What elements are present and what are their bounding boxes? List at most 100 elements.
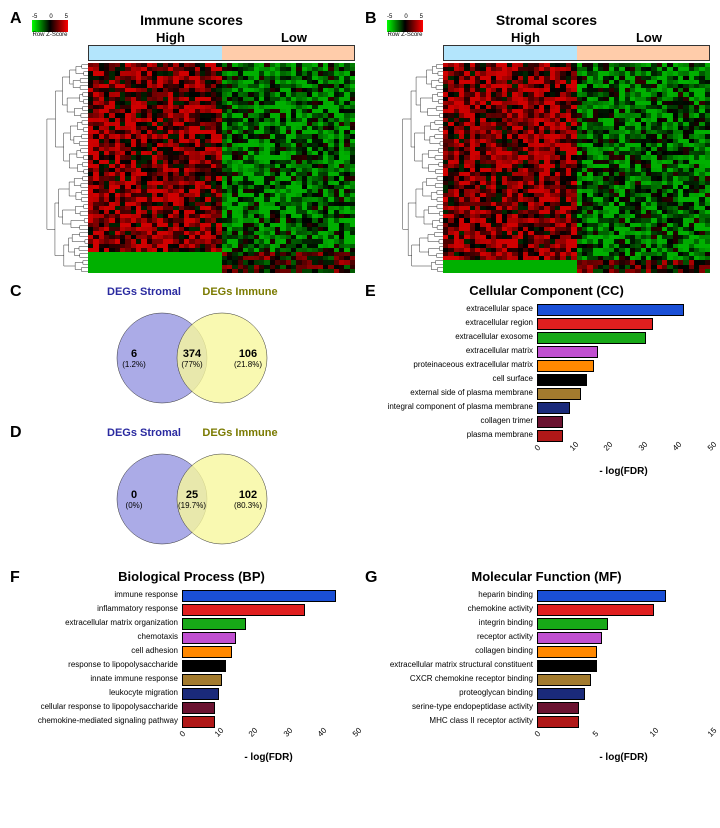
- panel-d-label: D: [10, 424, 22, 442]
- bar-fill: [182, 688, 219, 700]
- dendrogram-a: [28, 63, 88, 273]
- panel-e-label: E: [365, 283, 376, 301]
- zscore-bar: [387, 20, 423, 32]
- bar-fill: [537, 632, 602, 644]
- bar-label: chemokine activity: [383, 604, 537, 613]
- bar-label: extracellular matrix: [383, 346, 537, 355]
- group-high: [89, 46, 222, 60]
- svg-text:(77%): (77%): [181, 360, 203, 369]
- axis-g: 051015: [383, 728, 710, 752]
- bar-fill: [537, 430, 563, 442]
- high-label: High: [511, 30, 540, 45]
- svg-text:(21.8%): (21.8%): [233, 360, 261, 369]
- bar-label: serine-type endopeptidase activity: [383, 702, 537, 711]
- svg-text:6: 6: [130, 348, 136, 360]
- svg-text:25: 25: [185, 489, 197, 501]
- svg-text:DEGs Stromal: DEGs Stromal: [107, 286, 181, 298]
- svg-text:(1.2%): (1.2%): [122, 360, 146, 369]
- svg-text:DEGs Immune: DEGs Immune: [202, 427, 277, 439]
- bar-label: collagen binding: [383, 646, 537, 655]
- bar-fill: [537, 346, 598, 358]
- zscore-bar: [32, 20, 68, 32]
- bar-fill: [537, 402, 570, 414]
- bar-fill: [537, 416, 563, 428]
- bar-label: receptor activity: [383, 632, 537, 641]
- heatmap-a-title: Immune scores: [28, 12, 355, 28]
- svg-text:106: 106: [238, 348, 256, 360]
- axis-e: 01020304050: [383, 442, 710, 466]
- bar-fill: [182, 646, 232, 658]
- low-label: Low: [636, 30, 662, 45]
- panel-b-label: B: [365, 10, 377, 28]
- panel-a-label: A: [10, 10, 22, 28]
- bar-label: collagen trimer: [383, 416, 537, 425]
- bar-label: CXCR chemokine receptor binding: [383, 674, 537, 683]
- heatmap-b-grid: [443, 63, 710, 273]
- bar-label: innate immune response: [28, 674, 182, 683]
- group-low: [577, 46, 710, 60]
- bar-label: chemokine-mediated signaling pathway: [28, 716, 182, 725]
- bar-fill: [537, 590, 666, 602]
- panel-e-title: Cellular Component (CC): [383, 283, 710, 298]
- bar-fill: [182, 674, 222, 686]
- bar-label: extracellular matrix structural constitu…: [383, 660, 537, 669]
- bar-fill: [537, 702, 579, 714]
- panel-f-title: Biological Process (BP): [28, 569, 355, 584]
- bars-e: extracellular spaceextracellular regione…: [383, 302, 710, 441]
- bar-fill: [537, 374, 587, 386]
- bar-fill: [182, 632, 236, 644]
- low-label: Low: [281, 30, 307, 45]
- venn-d: DEGs StromalDEGs Immune0(0%)25(19.7%)102…: [62, 424, 322, 554]
- panel-c-label: C: [10, 283, 22, 301]
- group-low: [222, 46, 355, 60]
- axis-f: 01020304050: [28, 728, 355, 752]
- figure-grid: A -5 0 5 Row Z-Score Immune scores High …: [10, 10, 710, 763]
- bar-label: cell surface: [383, 374, 537, 383]
- xlabel-g: - log(FDR): [383, 752, 710, 763]
- bar-label: integral component of plasma membrane: [383, 402, 537, 411]
- zscore-legend-b: -5 0 5 Row Z-Score: [385, 14, 425, 42]
- group-bar-a: [88, 45, 355, 61]
- bar-label: chemotaxis: [28, 632, 182, 641]
- panel-g-label: G: [365, 569, 377, 587]
- bar-fill: [537, 716, 579, 728]
- panel-g-title: Molecular Function (MF): [383, 569, 710, 584]
- bar-fill: [182, 660, 226, 672]
- bar-fill: [537, 304, 684, 316]
- bar-fill: [537, 332, 646, 344]
- bar-label: proteoglycan binding: [383, 688, 537, 697]
- bar-fill: [537, 318, 653, 330]
- bar-label: immune response: [28, 590, 182, 599]
- zscore-label: Row Z-Score: [32, 32, 67, 38]
- group-bar-b: [443, 45, 710, 61]
- svg-text:DEGs Stromal: DEGs Stromal: [107, 427, 181, 439]
- zscore-legend-a: -5 0 5 Row Z-Score: [30, 14, 70, 42]
- svg-text:DEGs Immune: DEGs Immune: [202, 286, 277, 298]
- svg-text:374: 374: [182, 348, 201, 360]
- high-label: High: [156, 30, 185, 45]
- panel-b: B -5 0 5 Row Z-Score Stromal scores High…: [365, 10, 710, 273]
- bar-label: response to lipopolysaccharide: [28, 660, 182, 669]
- bar-label: cellular response to lipopolysaccharide: [28, 702, 182, 711]
- bar-fill: [537, 646, 597, 658]
- panel-cd-stack: C DEGs Stromal DEGs Immune 6(1.2%) 374(77%)…: [10, 283, 355, 559]
- svg-text:102: 102: [238, 489, 256, 501]
- heatmap-a-subtitle: High Low: [28, 30, 355, 45]
- bar-label: integrin binding: [383, 618, 537, 627]
- venn-c: DEGs Stromal DEGs Immune 6(1.2%) 374(77%) 10…: [62, 283, 322, 413]
- bar-fill: [182, 716, 215, 728]
- heatmap-b-subtitle: High Low: [383, 30, 710, 45]
- bar-fill: [537, 604, 654, 616]
- svg-text:(0%): (0%): [125, 501, 142, 510]
- group-high: [444, 46, 577, 60]
- svg-text:(80.3%): (80.3%): [233, 501, 261, 510]
- bar-label: proteinaceous extracellular matrix: [383, 360, 537, 369]
- bar-fill: [537, 388, 581, 400]
- bar-label: external side of plasma membrane: [383, 388, 537, 397]
- panel-a: A -5 0 5 Row Z-Score Immune scores High …: [10, 10, 355, 273]
- bar-fill: [537, 688, 585, 700]
- dendrogram-b: [383, 63, 443, 273]
- bar-label: inflammatory response: [28, 604, 182, 613]
- bar-label: extracellular space: [383, 304, 537, 313]
- svg-text:0: 0: [130, 489, 136, 501]
